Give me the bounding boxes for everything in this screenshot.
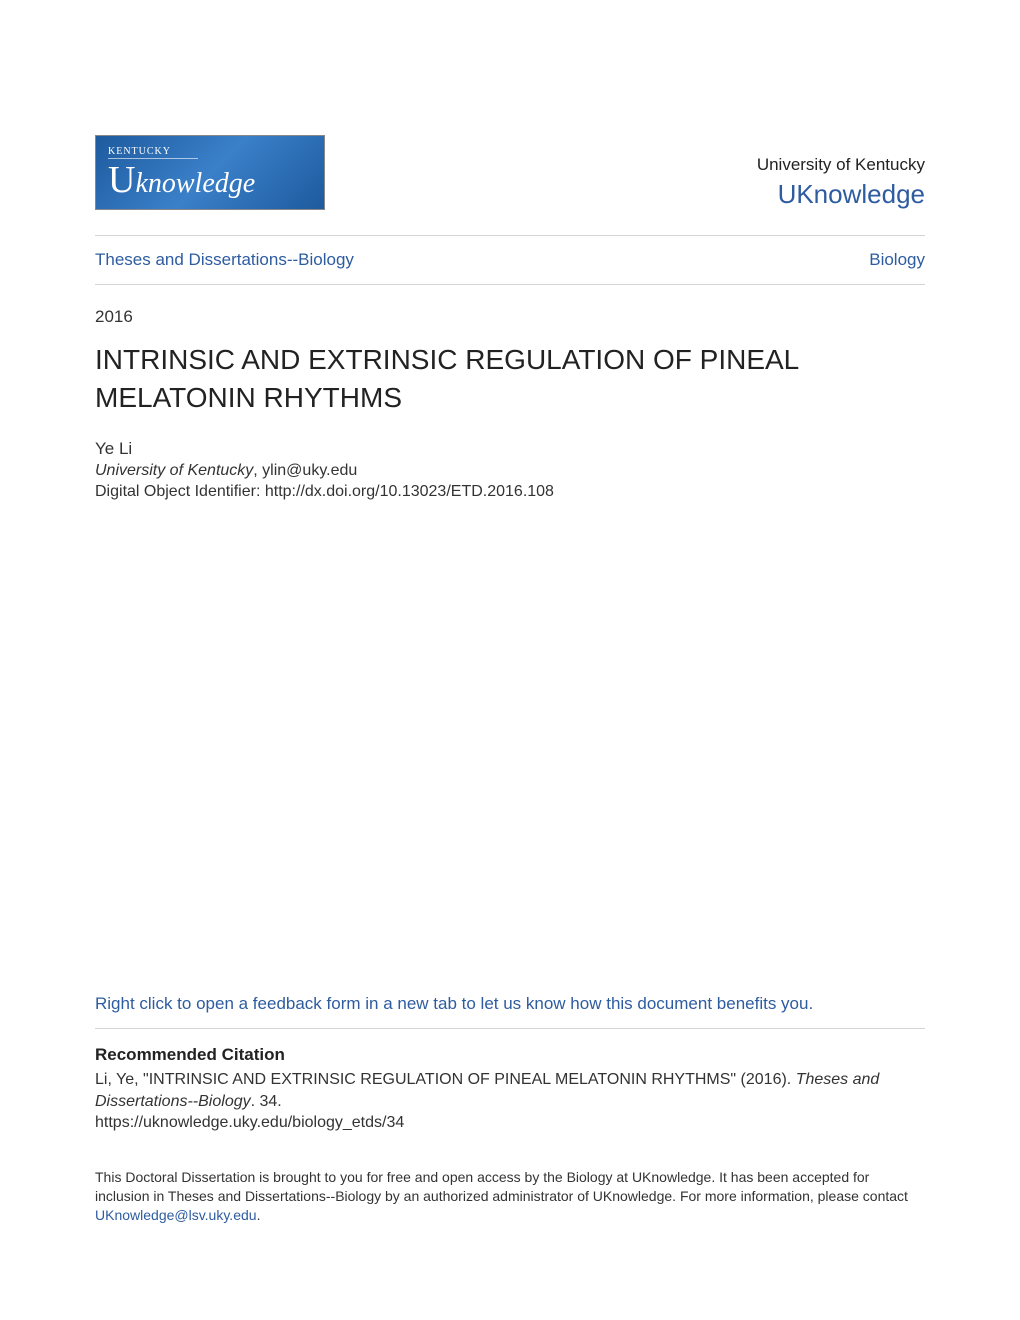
breadcrumb-row: Theses and Dissertations--Biology Biolog… bbox=[95, 236, 925, 284]
breadcrumb-collection[interactable]: Theses and Dissertations--Biology bbox=[95, 250, 354, 270]
doi-line: Digital Object Identifier: http://dx.doi… bbox=[95, 483, 925, 501]
citation-heading: Recommended Citation bbox=[95, 1045, 925, 1065]
divider-above-citation bbox=[95, 1028, 925, 1029]
author-email: ylin@uky.edu bbox=[262, 462, 357, 479]
citation-url: https://uknowledge.uky.edu/biology_etds/… bbox=[95, 1114, 925, 1132]
footer-text: This Doctoral Dissertation is brought to… bbox=[95, 1168, 925, 1225]
logo-big-u: U bbox=[108, 159, 135, 201]
citation-text: Li, Ye, "INTRINSIC AND EXTRINSIC REGULAT… bbox=[95, 1069, 925, 1112]
uknowledge-logo[interactable]: KENTUCKY Uknowledge bbox=[95, 135, 325, 210]
author-name: Ye Li bbox=[95, 439, 925, 459]
divider-below-breadcrumb bbox=[95, 284, 925, 285]
publication-year: 2016 bbox=[95, 307, 925, 327]
citation-part1: Li, Ye, "INTRINSIC AND EXTRINSIC REGULAT… bbox=[95, 1071, 796, 1088]
citation-part3: . 34. bbox=[251, 1093, 282, 1110]
footer-part1: This Doctoral Dissertation is brought to… bbox=[95, 1169, 908, 1204]
author-institution: University of Kentucky bbox=[95, 462, 253, 479]
lower-section: Right click to open a feedback form in a… bbox=[95, 976, 925, 1225]
logo-word: knowledge bbox=[135, 168, 255, 199]
document-title: INTRINSIC AND EXTRINSIC REGULATION OF PI… bbox=[95, 341, 925, 417]
author-affiliation: University of Kentucky, ylin@uky.edu bbox=[95, 462, 925, 480]
doi-label: Digital Object Identifier: bbox=[95, 483, 265, 500]
university-name: University of Kentucky bbox=[757, 155, 925, 175]
footer-contact-email[interactable]: UKnowledge@lsv.uky.edu bbox=[95, 1207, 257, 1223]
header-right: University of Kentucky UKnowledge bbox=[757, 155, 925, 210]
breadcrumb-department[interactable]: Biology bbox=[869, 250, 925, 270]
header-row: KENTUCKY Uknowledge University of Kentuc… bbox=[95, 135, 925, 210]
doi-value: http://dx.doi.org/10.13023/ETD.2016.108 bbox=[265, 483, 554, 500]
logo-kentucky-text: KENTUCKY bbox=[108, 146, 198, 159]
footer-part2: . bbox=[257, 1207, 261, 1223]
author-separator: , bbox=[253, 462, 262, 479]
feedback-link[interactable]: Right click to open a feedback form in a… bbox=[95, 976, 925, 1028]
logo-uknowledge-text: Uknowledge bbox=[108, 161, 324, 199]
repository-link[interactable]: UKnowledge bbox=[757, 179, 925, 210]
